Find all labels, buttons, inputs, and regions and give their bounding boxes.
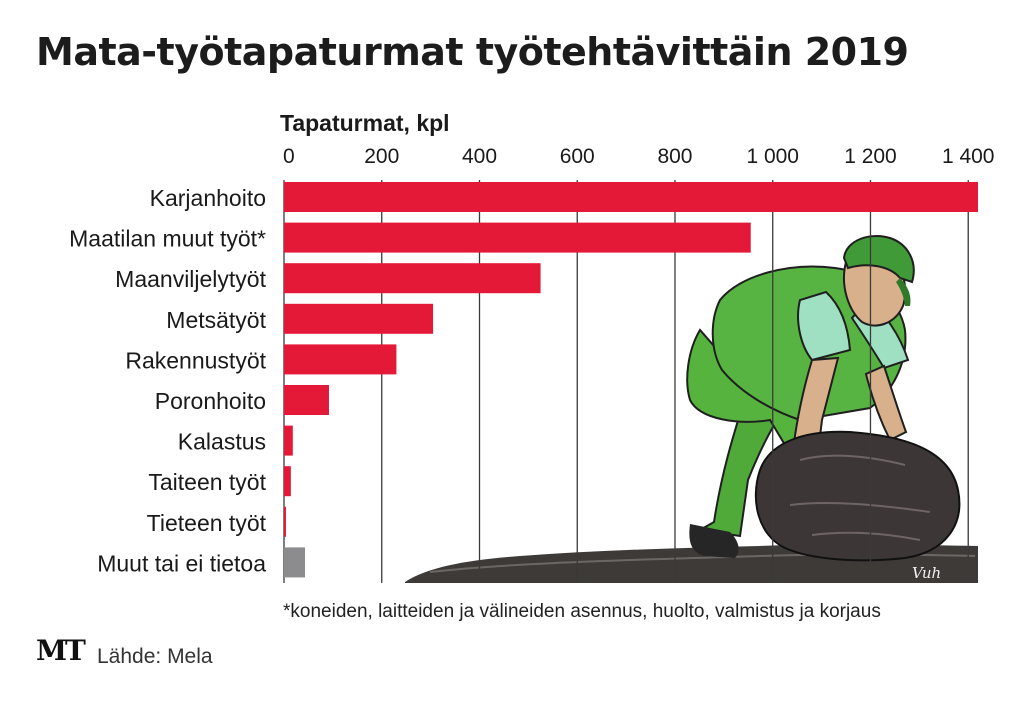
tick-label: 800: [657, 145, 692, 168]
bar: [284, 222, 751, 253]
tick-label: 600: [560, 145, 595, 168]
tick-label: 1 200: [844, 145, 897, 168]
category-label: Tieteen työt: [147, 510, 267, 536]
artist-signature: Vuh: [912, 564, 941, 582]
tick-label: 400: [462, 145, 497, 168]
category-labels: Karjanhoito Maatilan muut työt* Maanviljel…: [69, 185, 266, 576]
tick-label: 200: [364, 145, 399, 168]
chart-title: Mata-työtapaturmat työtehtävittäin 2019: [36, 30, 909, 74]
tick-label: 1 400: [942, 145, 995, 168]
tick-label: 1 000: [746, 145, 799, 168]
category-label: Taiteen työt: [148, 469, 266, 495]
bar: [284, 425, 293, 456]
farmer-lifting-rock-icon: Vuh: [405, 235, 978, 583]
bars: [284, 182, 978, 578]
category-label: Metsätyöt: [166, 307, 266, 333]
category-label: Karjanhoito: [150, 185, 266, 211]
axis-label: Tapaturmat, kpl: [280, 110, 450, 136]
category-label: Poronhoito: [155, 388, 266, 414]
category-label: Kalastus: [178, 429, 266, 455]
bar: [284, 466, 291, 497]
bar: [284, 506, 286, 537]
bar: [284, 263, 541, 294]
bar: [284, 344, 397, 375]
source-note: Lähde: Mela: [97, 645, 213, 668]
category-label: Muut tai ei tietoa: [97, 550, 266, 576]
bar: [284, 182, 978, 212]
bar: [284, 385, 329, 415]
tick-labels: 0 200 400 600 800 1 000 1 200 1 400: [283, 145, 995, 168]
bar: [284, 547, 306, 578]
bar: [284, 303, 434, 334]
tick-label: 0: [283, 145, 295, 168]
mt-logo: MT: [36, 634, 86, 667]
footnote: *koneiden, laitteiden ja välineiden asen…: [283, 601, 881, 622]
category-label: Rakennustyöt: [125, 347, 266, 373]
category-label: Maanviljelytyöt: [115, 266, 266, 292]
category-label: Maatilan muut työt*: [69, 226, 266, 252]
